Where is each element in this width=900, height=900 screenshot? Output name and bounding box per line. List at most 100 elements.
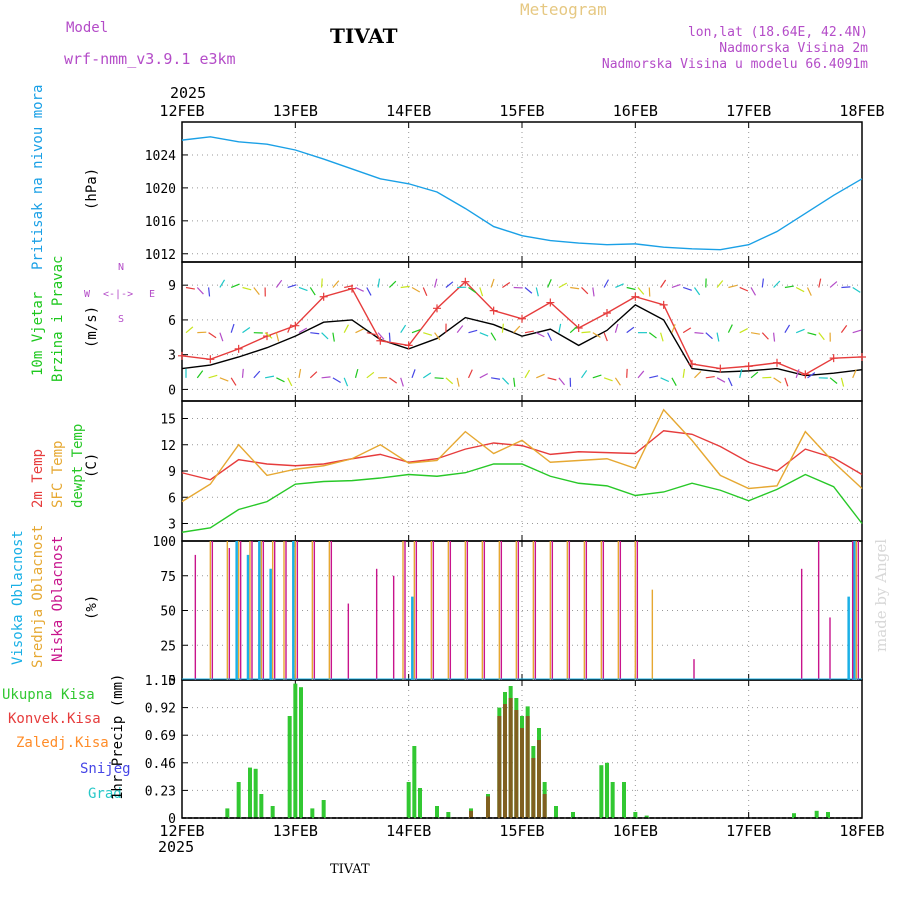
wind-gust-line-marker (518, 314, 526, 323)
x-tick-label-bottom: 15FEB (499, 822, 544, 840)
wind-direction-arrow (355, 286, 364, 292)
wind-direction-arrow (727, 324, 733, 333)
precip-bar-0 (792, 813, 796, 818)
wind-gust-line (181, 280, 863, 376)
wind-direction-arrow (750, 287, 757, 296)
wind-direction-arrow (626, 286, 636, 291)
wind-direction-arrow (581, 370, 588, 379)
cloud-legend-low: Niska Oblacnost (50, 535, 66, 662)
wind-direction-arrow (513, 377, 516, 387)
wind-direction-arrow (660, 279, 667, 288)
wind-direction-arrow (795, 369, 800, 379)
precip-bar-0 (610, 782, 615, 818)
wind-direction-arrow (468, 286, 477, 294)
wind-direction-arrow (648, 332, 657, 339)
wind-direction-arrow (411, 369, 416, 379)
wind-direction-arrow (264, 332, 273, 339)
wind-dir-w: W (84, 289, 91, 300)
wind-direction-arrow (694, 287, 701, 296)
wind-direction-arrow (728, 284, 738, 289)
wind-direction-arrow (377, 278, 381, 288)
wind-direction-arrow (773, 280, 781, 288)
y-tick-label: 12 (160, 439, 176, 454)
precip-bar-1 (503, 704, 507, 818)
y-tick-label: 0.92 (145, 702, 176, 717)
y-tick-label: 1016 (145, 215, 176, 230)
wind-direction-arrow (287, 377, 293, 387)
wind-direction-arrow (445, 377, 454, 385)
pressure-unit: (hPa) (84, 167, 100, 210)
wind-direction-arrow (298, 368, 302, 378)
lonlat-text: lon,lat (18.64E, 42.4N) (687, 25, 868, 40)
wind-legend-2: Brzina i Pravac (50, 255, 66, 382)
precip-bar-0 (418, 788, 422, 818)
wind-direction-arrow (434, 377, 444, 380)
wind-direction-arrow (547, 332, 553, 342)
wind-direction-arrow (716, 377, 726, 383)
precip-bar-0 (321, 800, 326, 818)
wind-direction-arrow (536, 332, 545, 338)
wind-direction-arrow (671, 377, 677, 386)
precip-bar-0 (814, 810, 819, 818)
wind-direction-arrow (490, 332, 497, 341)
wind-direction-arrow (761, 332, 769, 340)
wind-direction-arrow (196, 370, 204, 379)
wind-direction-arrow (750, 371, 759, 379)
y-tick-label: 0 (168, 812, 176, 827)
precip-bar-0 (225, 808, 230, 818)
wind-direction-arrow (344, 285, 354, 289)
precip-bar-0 (446, 812, 451, 818)
wind-dir-n: N (118, 262, 125, 273)
wind-direction-arrow (275, 279, 283, 288)
precip-bar-1 (486, 796, 490, 818)
precip-bar-0 (633, 812, 638, 818)
precip-bar-0 (299, 687, 303, 818)
precip-bar-0 (287, 716, 292, 818)
wind-direction-arrow (185, 326, 194, 334)
wind-direction-arrow (784, 324, 791, 333)
wind-direction-arrow (343, 377, 349, 387)
wind-direction-arrow (592, 332, 601, 338)
precip-bar-1 (542, 794, 547, 818)
wind-direction-arrow (716, 280, 724, 288)
wind-direction-arrow (682, 368, 686, 378)
y-tick-label: 0 (168, 383, 176, 398)
tsfc-line (181, 408, 863, 503)
precip-legend-snow: Snijeg (80, 761, 131, 777)
y-tick-label: 1012 (145, 248, 176, 263)
wind-direction-arrow (332, 377, 341, 383)
wind-direction-arrow (196, 287, 204, 295)
x-tick-label-top: 15FEB (499, 102, 544, 120)
year-bottom: 2025 (158, 838, 195, 856)
precip-bar-0 (826, 812, 830, 818)
model-elevation-text: Nadmorska Visina u modelu 66.4091m (601, 57, 868, 72)
wind-dir-e: E (149, 289, 156, 300)
wind-direction-arrow (467, 369, 473, 379)
wind-direction-arrow (603, 279, 609, 288)
wind-direction-arrow (558, 323, 562, 333)
dewpt-line (181, 463, 863, 533)
wind-direction-arrow (253, 287, 260, 295)
wind-direction-arrow (321, 278, 323, 288)
wind-direction-arrow (818, 332, 825, 341)
precip-bar-0 (310, 808, 315, 818)
wind-direction-arrow (264, 375, 275, 379)
model-label: Model (66, 20, 109, 36)
x-tick-label-bottom: 12FEB (159, 822, 204, 840)
wind-direction-arrow (400, 324, 407, 333)
temp-legend-sfc: SFC Temp (50, 440, 66, 508)
wind-direction-arrow (592, 374, 602, 379)
wind-direction-arrow (242, 327, 251, 334)
y-tick-label: 9 (168, 279, 176, 294)
precip-bar-0 (599, 765, 604, 818)
wind-gust-line-marker (291, 321, 300, 330)
model-name: wrf-nmm_v3.9.1 e3km (64, 50, 236, 68)
wind-dir-compass: <-|-> (103, 289, 134, 300)
wind-direction-arrow (298, 286, 308, 292)
wind-direction-arrow (219, 377, 229, 382)
wind-direction-arrow (309, 371, 318, 379)
x-tick-label-bottom: 14FEB (386, 822, 431, 840)
y-tick-label: 3 (168, 349, 176, 364)
pressure-line (181, 136, 863, 251)
wind-gust-line-marker (433, 304, 441, 313)
